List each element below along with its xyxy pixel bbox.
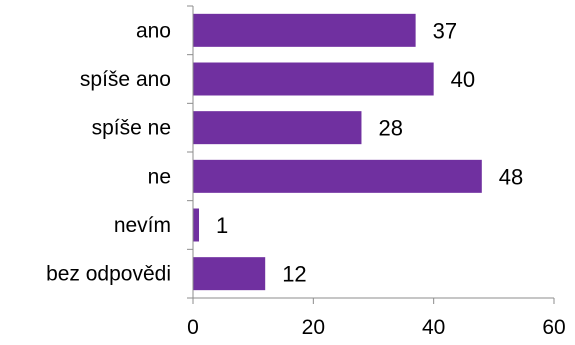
bar-5	[193, 257, 266, 291]
category-label: spíše ano	[80, 68, 171, 91]
data-label: 48	[499, 164, 523, 189]
data-label: 37	[433, 18, 457, 43]
data-label: 12	[282, 262, 306, 287]
category-label: bez odpovědi	[46, 263, 171, 286]
data-label: 1	[216, 213, 228, 238]
bars-group	[193, 13, 482, 291]
x-tick-label: 0	[187, 316, 199, 339]
x-tick-label: 60	[542, 316, 565, 339]
x-tick-label: 20	[302, 316, 325, 339]
bar-3	[193, 159, 482, 193]
category-label: nevím	[114, 214, 171, 237]
data-label: 28	[378, 116, 402, 141]
data-label: 40	[451, 67, 475, 92]
x-tick-label: 40	[422, 316, 445, 339]
bar-0	[193, 13, 416, 47]
data-labels: 37 40 28 48 1 12	[216, 18, 523, 286]
axes: 0 20 40 60	[187, 5, 566, 339]
bar-2	[193, 111, 362, 145]
category-label: spíše ne	[92, 117, 171, 140]
category-label: ne	[148, 165, 171, 188]
bar-1	[193, 62, 434, 96]
category-labels: ano spíše ano spíše ne ne nevím bez odpovědi	[46, 19, 171, 285]
category-label: ano	[136, 19, 171, 42]
bar-4	[193, 208, 200, 242]
